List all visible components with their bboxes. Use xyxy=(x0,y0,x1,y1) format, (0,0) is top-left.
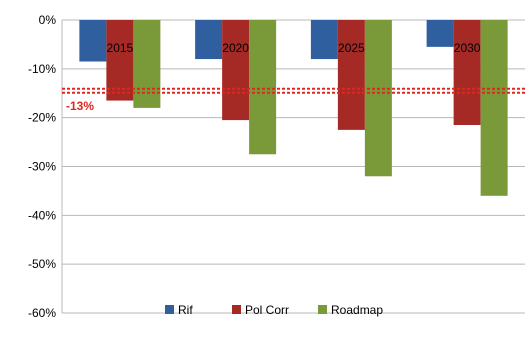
y-tick-label: -30% xyxy=(28,160,56,174)
legend-swatch xyxy=(318,305,327,314)
bar-pol-corr xyxy=(222,20,250,121)
category-labels: 2015 2020 2025 2030 xyxy=(107,41,481,55)
bar-roadmap xyxy=(249,20,277,155)
legend-swatch xyxy=(232,305,241,314)
bar-roadmap xyxy=(364,20,392,177)
bar-rif xyxy=(426,20,454,47)
bar-roadmap xyxy=(480,20,508,196)
y-tick-label: -20% xyxy=(28,111,56,125)
y-tick-label: -40% xyxy=(28,208,56,222)
reference-line-label: -13% xyxy=(66,99,94,113)
y-tick-label: -60% xyxy=(28,306,56,320)
bar-pol-corr xyxy=(337,20,365,130)
bar-rif xyxy=(310,20,338,60)
y-tick-label: 0% xyxy=(39,13,57,27)
category-label: 2030 xyxy=(454,41,481,55)
legend-label: Pol Corr xyxy=(245,303,289,317)
bar-pol-corr xyxy=(453,20,481,125)
bar-rif xyxy=(195,20,223,60)
legend-swatch xyxy=(165,305,174,314)
bar-rif xyxy=(79,20,107,62)
legend-label: Rif xyxy=(178,303,193,317)
bar-roadmap xyxy=(133,20,161,108)
bar-pol-corr xyxy=(106,20,134,101)
bars-group xyxy=(79,20,508,196)
category-label: 2025 xyxy=(338,41,365,55)
y-tick-label: -10% xyxy=(28,62,56,76)
y-tick-label: -50% xyxy=(28,257,56,271)
category-label: 2015 xyxy=(107,41,134,55)
y-axis-ticks: 0% -10% -20% -30% -40% -50% -60% xyxy=(28,13,56,320)
legend: Rif Pol Corr Roadmap xyxy=(165,303,383,317)
legend-label: Roadmap xyxy=(331,303,383,317)
category-label: 2020 xyxy=(222,41,249,55)
reference-line-group: -13% xyxy=(62,87,525,113)
